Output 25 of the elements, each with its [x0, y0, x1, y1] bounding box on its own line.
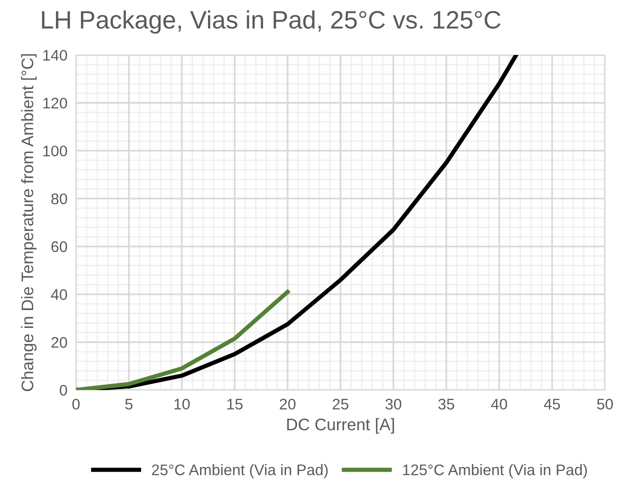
x-tick-label: 15	[227, 398, 243, 410]
legend-label: 125°C Ambient (Via in Pad)	[403, 464, 587, 478]
y-tick-label: 20	[51, 337, 68, 348]
x-tick-label: 0	[72, 398, 80, 410]
x-tick-label: 5	[125, 398, 133, 410]
x-tick-label: 25	[332, 398, 348, 410]
y-axis-title: Change in Die Temperature from Ambient [°C]	[21, 54, 37, 392]
x-tick-label: 35	[438, 398, 454, 410]
x-tick-label: 20	[280, 398, 296, 410]
x-axis-title: DC Current [A]	[287, 418, 394, 434]
y-tick-label: 120	[43, 98, 68, 109]
x-tick-label: 45	[544, 398, 560, 410]
x-tick-label: 10	[174, 398, 190, 410]
y-tick-label: 140	[43, 50, 68, 61]
x-tick-label: 30	[385, 398, 402, 410]
chart-title: LH Package, Vias in Pad, 25°C vs. 125°C	[42, 10, 501, 34]
x-tick-label: 40	[491, 398, 508, 410]
y-tick-label: 40	[51, 289, 68, 300]
y-tick-label: 100	[43, 146, 68, 156]
line-series	[76, 290, 290, 390]
y-tick-label: 0	[60, 384, 68, 396]
x-tick-label: 50	[597, 398, 613, 410]
y-tick-label: 80	[51, 193, 68, 204]
legend-label: 25°C Ambient (Via in Pad)	[152, 464, 328, 478]
y-tick-label: 60	[51, 241, 68, 252]
